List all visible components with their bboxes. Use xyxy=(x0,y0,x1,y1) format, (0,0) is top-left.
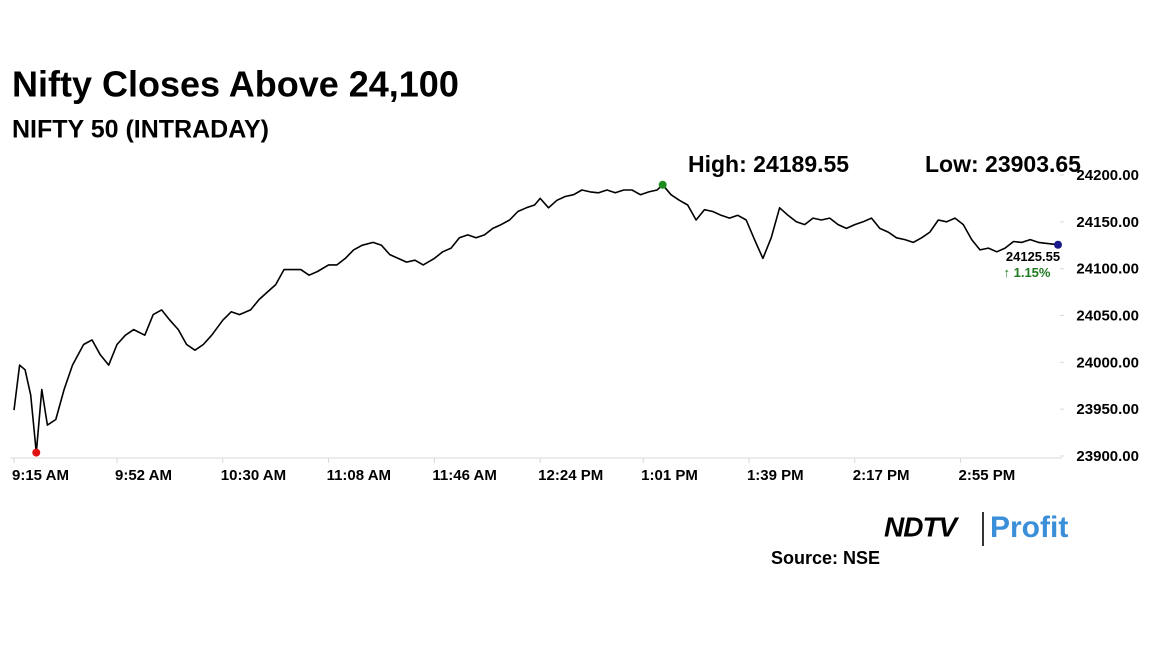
y-tick-label: 24000.00 xyxy=(1076,354,1139,371)
y-tick-label: 24150.00 xyxy=(1076,214,1139,231)
x-tick-label: 12:24 PM xyxy=(538,467,603,484)
high-marker xyxy=(658,180,667,189)
y-tick-label: 24100.00 xyxy=(1076,261,1139,278)
x-tick-label: 1:01 PM xyxy=(641,467,698,484)
x-tick-label: 9:52 AM xyxy=(115,467,172,484)
y-tick-label: 23900.00 xyxy=(1076,448,1139,465)
x-tick-label: 2:17 PM xyxy=(853,467,910,484)
y-tick-label: 24200.00 xyxy=(1076,167,1139,184)
chart-subtitle: NIFTY 50 (INTRADAY) xyxy=(12,116,269,144)
logo-ndtv: NDTV xyxy=(884,511,960,542)
change-label: ↑ 1.15% xyxy=(1004,265,1051,280)
price-line xyxy=(13,184,1059,454)
x-tick-label: 9:15 AM xyxy=(12,467,69,484)
x-tick-label: 10:30 AM xyxy=(221,467,286,484)
low-annotation: Low: 23903.65 xyxy=(925,151,1081,177)
x-tick-label: 1:39 PM xyxy=(747,467,804,484)
y-tick-label: 23950.00 xyxy=(1076,401,1139,418)
high-annotation: High: 24189.55 xyxy=(688,151,849,177)
last-marker xyxy=(1054,240,1062,249)
low-marker xyxy=(32,448,41,457)
logo-profit: Profit xyxy=(990,511,1068,544)
x-tick-label: 11:46 AM xyxy=(432,467,496,484)
x-tick-label: 2:55 PM xyxy=(959,467,1016,484)
y-tick-label: 24050.00 xyxy=(1076,307,1139,324)
source: Source: NSE xyxy=(771,548,880,568)
chart-title: Nifty Closes Above 24,100 xyxy=(12,64,459,105)
last-value-label: 24125.55 xyxy=(1006,249,1060,264)
x-tick-label: 11:08 AM xyxy=(327,467,391,484)
